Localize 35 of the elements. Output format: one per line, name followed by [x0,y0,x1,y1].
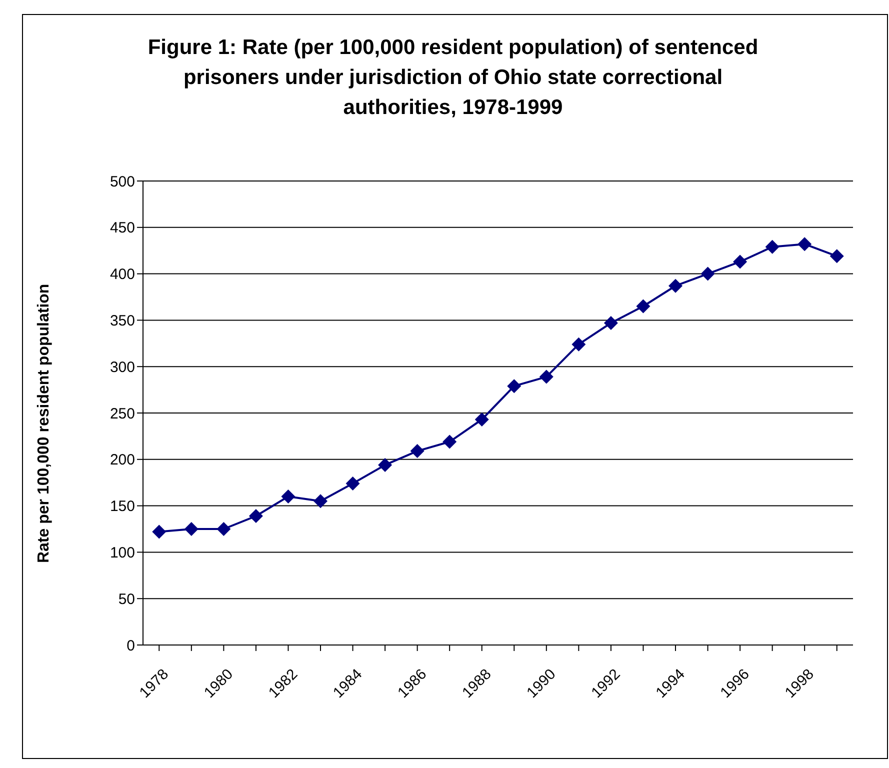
y-tick-label: 450 [110,220,135,237]
point [184,522,198,536]
y-tick-label: 400 [110,266,135,284]
point [572,337,586,352]
point [507,379,522,394]
point [700,266,715,281]
y-tick-label: 300 [110,358,135,376]
point [765,240,780,254]
point [281,490,296,504]
y-tick-label: 350 [110,312,135,330]
point [314,494,328,508]
point [733,254,748,269]
y-tick-label: 250 [110,405,135,422]
point [474,412,489,426]
y-tick-label: 100 [110,544,135,562]
point [604,316,618,330]
point [346,476,360,491]
point [216,522,231,536]
point [830,249,844,264]
point [442,434,457,449]
y-tick-label: 200 [110,452,135,469]
y-tick-label: 150 [110,498,135,516]
chart-title: Figure 1: Rate (per 100,000 resident population) of sentenced prisoners under jurisdiction of Ohio state correctional authorities, 1978-1999 [146,35,760,121]
point [410,444,424,458]
point [378,458,392,472]
point [668,278,682,293]
point [152,524,166,539]
y-tick-label: 50 [118,590,135,608]
point [248,509,263,524]
y-tick-label: 500 [110,173,135,190]
point [798,237,812,252]
point [539,370,554,384]
y-axis-title: Rate per 100,000 resident population [36,284,53,563]
y-tick-label: 0 [126,637,135,654]
point [636,299,650,314]
